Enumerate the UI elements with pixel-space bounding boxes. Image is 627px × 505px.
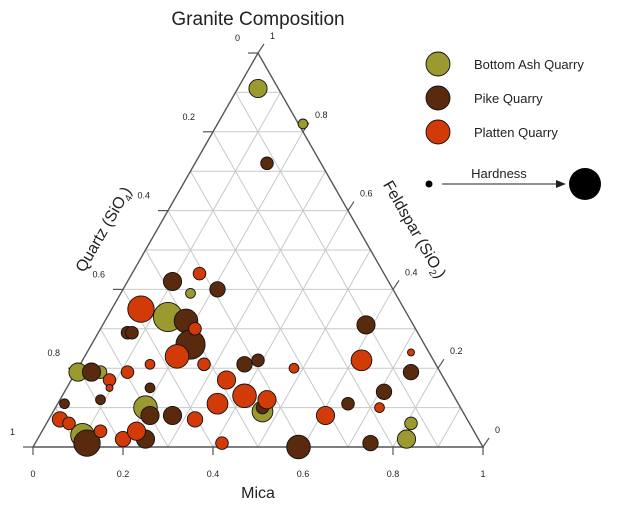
quartz-tick-label: 0.6 xyxy=(92,269,105,279)
data-point-bottom-ash-quarry xyxy=(248,78,268,99)
feldspar-tick xyxy=(347,201,355,211)
mica-tick-label: 0.2 xyxy=(117,469,130,479)
triangle-frame xyxy=(31,51,485,448)
data-point-platten-quarry xyxy=(127,295,155,323)
data-point-pike-quarry xyxy=(144,382,156,394)
data-point-bottom-ash-quarry xyxy=(297,118,309,130)
quartz-tick-label: 0.8 xyxy=(47,348,60,358)
mica-tick-label: 1 xyxy=(480,469,485,479)
data-point-platten-quarry xyxy=(197,357,211,372)
data-point-pike-quarry xyxy=(140,405,160,426)
data-point-platten-quarry xyxy=(288,362,300,374)
gridline xyxy=(100,328,169,448)
data-point-pike-quarry xyxy=(236,356,253,373)
feldspar-tick-label: 0.6 xyxy=(360,189,373,199)
legend-marker-platten xyxy=(425,119,451,145)
data-point-bottom-ash-quarry xyxy=(404,416,418,431)
data-point-pike-quarry xyxy=(162,405,183,426)
legend-label-pike: Pike Quarry xyxy=(474,91,543,106)
data-point-platten-quarry xyxy=(144,358,156,370)
size-legend-small-dot xyxy=(425,180,433,188)
data-point-bottom-ash-quarry xyxy=(185,287,196,299)
quartz-tick-label: 0.2 xyxy=(182,112,195,122)
legend: Bottom Ash Quarry Pike Quarry Platten Qu… xyxy=(425,51,601,200)
data-point-pike-quarry xyxy=(286,434,311,460)
data-point-platten-quarry xyxy=(206,392,229,415)
mica-tick-label: 0.6 xyxy=(297,469,310,479)
mica-tick-label: 0.8 xyxy=(387,469,400,479)
data-point-platten-quarry xyxy=(232,383,257,409)
feldspar-tick xyxy=(257,43,265,54)
data-point-pike-quarry xyxy=(402,363,420,381)
data-point-platten-quarry xyxy=(374,402,385,413)
data-point-platten-quarry xyxy=(126,421,147,441)
gridlines xyxy=(55,91,461,448)
gridline xyxy=(437,407,461,448)
triangle-outline xyxy=(31,51,485,448)
data-point-platten-quarry xyxy=(164,344,190,369)
legend-marker-pike xyxy=(425,85,451,111)
data-point-pike-quarry xyxy=(95,394,106,406)
size-legend-large-dot xyxy=(569,168,601,200)
data-point-pike-quarry xyxy=(362,434,379,452)
data-point-pike-quarry xyxy=(375,383,393,400)
legend-label-bottom-ash: Bottom Ash Quarry xyxy=(474,57,584,72)
data-point-platten-quarry xyxy=(215,436,229,450)
data-point-platten-quarry xyxy=(120,365,135,379)
data-point-pike-quarry xyxy=(125,325,139,340)
feldspar-tick-label: 0.2 xyxy=(450,346,463,356)
gridline xyxy=(235,92,439,448)
data-point-bottom-ash-quarry xyxy=(396,429,417,449)
feldspar-tick-label: 0 xyxy=(495,425,500,435)
size-legend-label: Hardness xyxy=(471,166,527,181)
legend-marker-bottom-ash xyxy=(425,51,451,77)
data-point-platten-quarry xyxy=(188,322,202,336)
data-point-pike-quarry xyxy=(341,396,355,411)
data-point-pike-quarry xyxy=(73,429,101,457)
data-point-pike-quarry xyxy=(81,362,102,382)
feldspar-tick-label: 0.4 xyxy=(405,267,418,277)
data-point-platten-quarry xyxy=(257,390,277,410)
feldspar-tick xyxy=(437,358,445,369)
data-point-pike-quarry xyxy=(162,271,183,292)
data-point-pike-quarry xyxy=(260,156,274,171)
gridline xyxy=(77,367,124,448)
mica-axis-label: Mica xyxy=(241,485,275,502)
feldspar-tick xyxy=(482,437,490,448)
quartz-axis-label: Quartz (SiO4) xyxy=(73,184,138,277)
data-point-pike-quarry xyxy=(356,315,376,335)
gridline xyxy=(257,249,371,448)
data-point-platten-quarry xyxy=(62,416,76,431)
quartz-tick-label: 0.4 xyxy=(137,191,150,201)
data-point-platten-quarry xyxy=(407,348,415,357)
feldspar-tick-label: 1 xyxy=(270,31,275,41)
data-point-platten-quarry xyxy=(192,266,207,281)
legend-label-platten: Platten Quarry xyxy=(474,125,558,140)
feldspar-tick-label: 0.8 xyxy=(315,110,328,120)
data-point-pike-quarry xyxy=(209,281,226,298)
data-point-pike-quarry xyxy=(59,398,70,410)
size-legend-arrowhead xyxy=(556,180,566,188)
chart-title: Granite Composition xyxy=(171,9,344,30)
data-point-platten-quarry xyxy=(216,370,237,390)
data-point-platten-quarry xyxy=(350,349,373,372)
data-point-pike-quarry xyxy=(251,353,265,368)
data-point-platten-quarry xyxy=(315,405,336,426)
gridline xyxy=(167,170,326,448)
quartz-tick-label: 0 xyxy=(235,33,240,43)
mica-tick-label: 0.4 xyxy=(207,469,220,479)
gridline xyxy=(190,170,349,448)
data-point-platten-quarry xyxy=(114,430,132,448)
data-points xyxy=(51,78,420,460)
feldspar-tick xyxy=(392,280,400,290)
data-point-platten-quarry xyxy=(105,383,114,392)
data-point-platten-quarry xyxy=(93,424,108,438)
data-point-platten-quarry xyxy=(186,411,204,428)
mica-tick-label: 0 xyxy=(30,469,35,479)
quartz-tick-label: 1 xyxy=(10,427,15,437)
